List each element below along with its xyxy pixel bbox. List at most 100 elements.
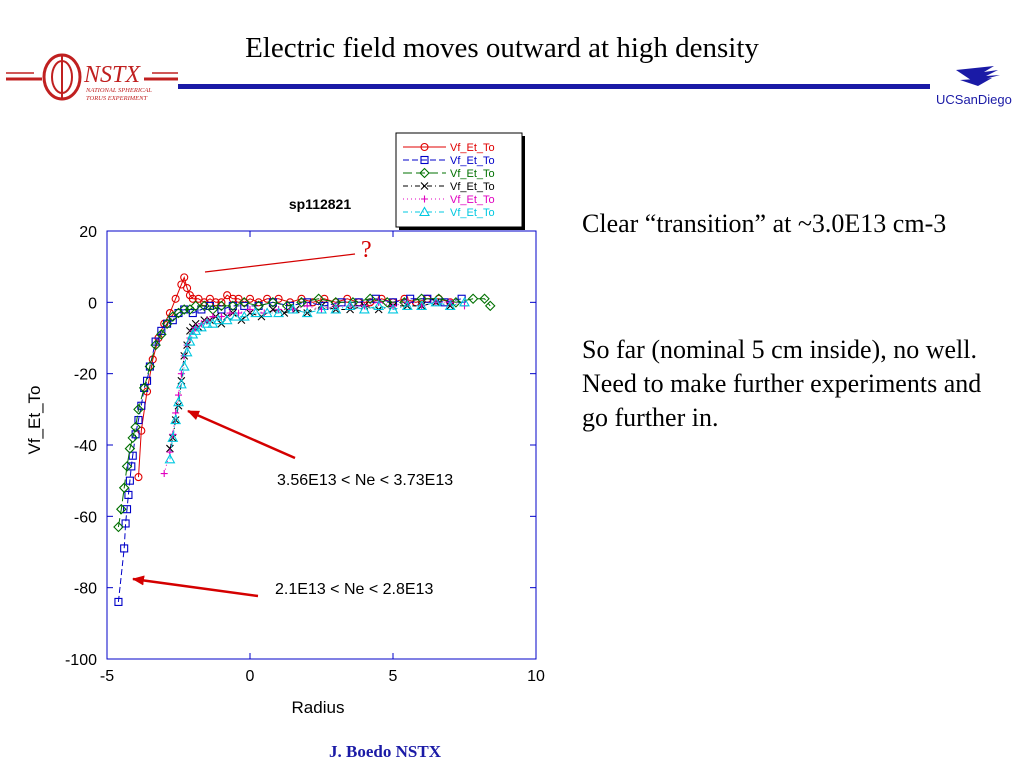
data-point (125, 476, 134, 485)
y-tick-label: -20 (74, 367, 97, 384)
data-point (121, 461, 133, 472)
data-point (213, 314, 224, 325)
data-point (216, 300, 227, 312)
legend-label: Vf_Et_To (450, 168, 495, 180)
data-point (161, 318, 173, 330)
data-point (316, 303, 327, 314)
series-line (163, 301, 465, 474)
legend-marker (420, 182, 429, 190)
y-tick-label: -60 (74, 509, 97, 526)
data-point (160, 470, 168, 478)
data-point (168, 433, 177, 442)
data-point (226, 309, 234, 317)
data-point (180, 273, 189, 282)
series-line (169, 301, 465, 460)
data-point (467, 293, 479, 305)
ucsd-logo-text: UCSanDiego (936, 92, 1012, 107)
data-point (387, 303, 399, 314)
chart-legend: Vf_Et_ToVf_Et_ToVf_Et_ToVf_Et_ToVf_Et_To… (395, 132, 525, 230)
data-point (268, 298, 277, 307)
series-6 (164, 296, 470, 464)
data-point (382, 297, 393, 308)
data-point (171, 294, 180, 303)
data-point (245, 294, 255, 303)
data-point (181, 346, 193, 357)
data-point (358, 303, 370, 314)
data-point (238, 310, 250, 321)
footer-author: J. Boedo NSTX (329, 742, 441, 761)
nstx-logo-text: NSTX (83, 62, 141, 88)
data-point (120, 544, 129, 553)
legend-marker (420, 142, 429, 152)
data-point (296, 297, 307, 308)
data-point (124, 443, 136, 454)
legend-label: Vf_Et_To (450, 181, 495, 193)
ucsd-logo: UCSanDiego (934, 62, 1022, 113)
y-tick-label: 20 (79, 224, 97, 241)
data-point (124, 490, 133, 499)
data-point (239, 297, 250, 308)
series-5 (160, 298, 468, 478)
x-tick-label: 10 (527, 668, 545, 685)
data-point (133, 404, 144, 415)
y-tick-label: -100 (65, 652, 97, 669)
data-point (484, 300, 496, 312)
arrow-low-density (132, 575, 259, 598)
series-4 (166, 298, 455, 453)
data-point (113, 521, 124, 533)
data-point (170, 414, 182, 425)
data-point (121, 519, 130, 528)
data-point (118, 482, 130, 494)
y-tick-label: -40 (74, 438, 97, 455)
data-point (145, 362, 154, 371)
data-point (373, 300, 385, 310)
axis-ticks: -5 0 5 10 20 0 -20 -40 -60 -80 -100 (65, 224, 545, 685)
data-point (164, 453, 176, 464)
data-point (273, 307, 285, 318)
legend-label: Vf_Et_To (450, 194, 495, 206)
data-point (134, 473, 143, 482)
data-point (177, 280, 186, 289)
data-point (156, 329, 167, 340)
data-point (150, 339, 161, 351)
data-point (254, 301, 263, 310)
data-point (130, 421, 141, 433)
x-tick-label: -5 (100, 668, 114, 685)
data-point (173, 396, 184, 407)
data-point (268, 305, 277, 314)
data-point (246, 305, 254, 313)
series-line (169, 301, 451, 449)
series-3 (113, 293, 496, 533)
data-point (430, 296, 442, 307)
data-point (166, 444, 174, 453)
legend-marker (419, 167, 430, 179)
legend-marker (421, 195, 428, 203)
data-point (301, 307, 313, 318)
data-point (114, 597, 123, 606)
data-point (201, 318, 213, 328)
nstx-logo: NSTX NATIONAL SPHERICAL TORUS EXPERIMENT (4, 52, 180, 111)
data-point (168, 316, 177, 325)
data-point (446, 302, 455, 310)
svg-text:TORUS EXPERIMENT: TORUS EXPERIMENT (86, 95, 147, 102)
svg-text:NATIONAL SPHERICAL: NATIONAL SPHERICAL (85, 87, 152, 94)
data-point (253, 300, 264, 312)
data-point (144, 361, 156, 372)
question-leader-line (204, 253, 356, 273)
data-point (127, 462, 136, 471)
data-point (280, 309, 289, 317)
data-point (287, 303, 299, 314)
data-point (167, 432, 179, 442)
data-point (344, 300, 356, 310)
data-point (459, 296, 470, 307)
data-point (450, 297, 462, 308)
data-point (223, 291, 232, 300)
data-point (401, 300, 413, 310)
x-axis-label: Radius (292, 698, 345, 717)
legend-marker (419, 206, 430, 217)
data-point (444, 300, 456, 310)
x-tick-label: 5 (389, 668, 398, 685)
arrow-high-density (187, 409, 296, 460)
y-tick-label: 0 (88, 295, 97, 312)
